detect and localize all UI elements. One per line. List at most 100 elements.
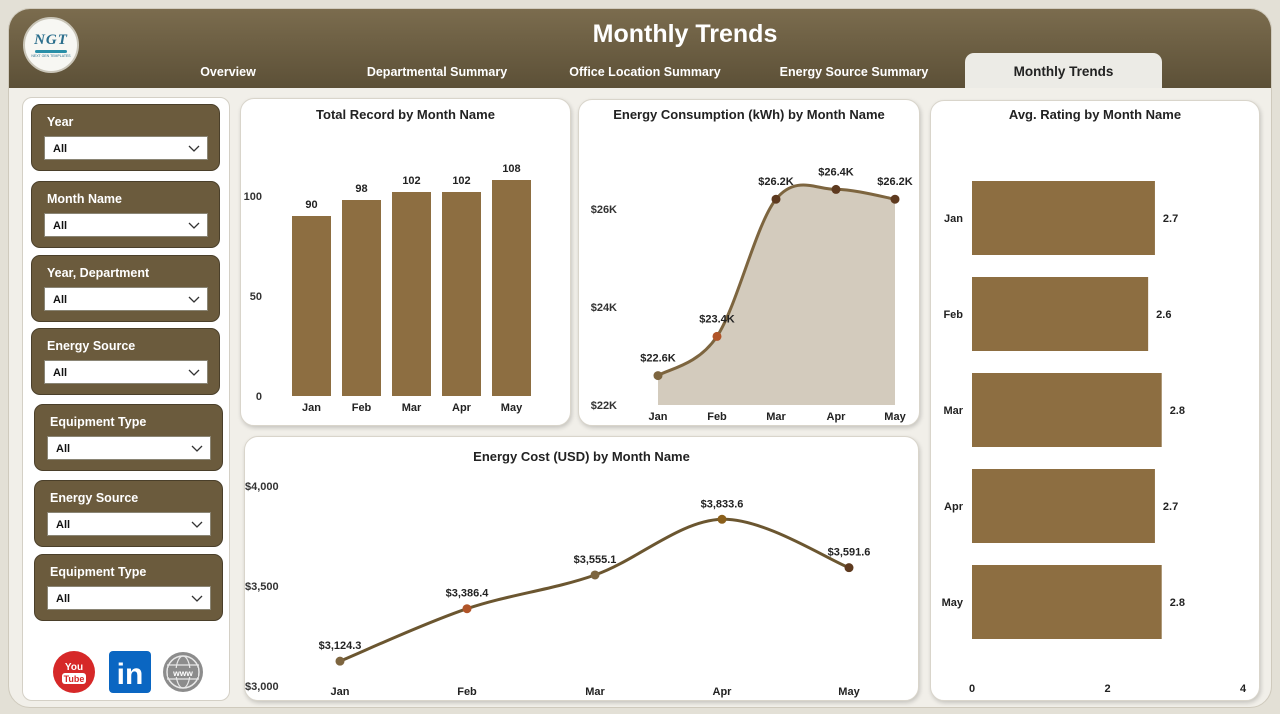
x-tick-label: Jan: [649, 411, 668, 423]
x-tick-label: 4: [1240, 683, 1247, 695]
x-tick-label: Apr: [713, 686, 733, 698]
page-title: Monthly Trends: [592, 20, 778, 48]
globe-icon[interactable]: www: [162, 651, 204, 693]
x-tick-label: Mar: [402, 402, 422, 414]
energy-cost-card: Energy Cost (USD) by Month Name $3,000 $3…: [244, 436, 919, 701]
tab-departmental-summary[interactable]: Departmental Summary: [366, 65, 508, 79]
x-tick-label: Feb: [352, 402, 372, 414]
data-label: $3,555.1: [574, 554, 617, 566]
filter-year-department: Year, Department All: [31, 255, 220, 322]
data-label: 98: [355, 183, 367, 195]
dashboard-frame: NGT NEXT GEN TEMPLATES Monthly Trends Ov…: [8, 8, 1272, 708]
chevron-down-icon: [191, 595, 203, 602]
globe-text: www: [172, 668, 193, 678]
chevron-down-icon: [191, 521, 203, 528]
dropdown-value: All: [56, 443, 71, 455]
chart-title: Avg. Rating by Month Name: [1008, 107, 1182, 122]
data-label: 2.6: [1156, 309, 1171, 321]
data-point: [462, 604, 472, 614]
y-tick-label: Apr: [944, 501, 964, 513]
data-label: $3,386.4: [446, 588, 490, 600]
consumption-line: [657, 183, 896, 377]
equipment-type-dropdown[interactable]: All: [47, 436, 211, 460]
chart-title: Energy Consumption (kWh) by Month Name: [613, 107, 885, 122]
bar-jan: [972, 181, 1155, 255]
bar-jan: [292, 216, 331, 396]
tab-overview[interactable]: Overview: [200, 65, 256, 79]
linkedin-icon[interactable]: in: [109, 651, 151, 693]
data-label: $3,833.6: [701, 498, 744, 510]
energy-cost-chart: $3,000 $3,500 $4,000 $3,124.3 Jan $3,386.4 Feb…: [245, 481, 871, 698]
dropdown-value: All: [53, 367, 68, 379]
data-label: $26.4K: [818, 166, 854, 178]
cost-line: [339, 517, 850, 663]
filter-year: Year All: [31, 104, 220, 171]
filter-energy-source-2: Energy Source All: [34, 480, 223, 547]
energy-consumption-chart: $22K $24K $26K $22.6K Jan $23.4K Feb $26.2K Mar $…: [591, 166, 913, 423]
x-tick-label: Jan: [302, 402, 321, 414]
data-label: $3,124.3: [319, 640, 362, 652]
energy-source-dropdown[interactable]: All: [44, 360, 208, 384]
data-label: $26.2K: [877, 176, 913, 188]
linkedin-text: in: [117, 658, 144, 691]
filter-label: Energy Source: [47, 339, 136, 353]
y-tick-label: Jan: [944, 213, 963, 225]
dropdown-value: All: [53, 294, 68, 306]
tab-energy-source-summary[interactable]: Energy Source Summary: [779, 65, 929, 79]
avg-rating-card: Avg. Rating by Month Name 0 2 4 2.7 Jan 2.6 Fe…: [930, 100, 1260, 701]
y-tick-label: Feb: [943, 309, 963, 321]
bar-mar: [392, 192, 431, 396]
bar-may: [492, 180, 531, 396]
data-point: [653, 371, 663, 381]
data-label: $26.2K: [758, 176, 794, 188]
total-record-card: Total Record by Month Name 0 50 100 90 Jan 98…: [240, 98, 571, 426]
dropdown-value: All: [53, 143, 68, 155]
consumption-area: [658, 185, 895, 405]
chevron-down-icon: [188, 145, 200, 152]
x-tick-label: Apr: [827, 411, 847, 423]
y-tick-label: 0: [256, 391, 262, 403]
year-dropdown[interactable]: All: [44, 136, 208, 160]
filter-label: Year: [47, 115, 74, 129]
x-tick-label: Feb: [707, 411, 727, 423]
bar-feb: [972, 277, 1149, 351]
energy-source-dropdown-2[interactable]: All: [47, 512, 211, 536]
data-point: [712, 331, 722, 341]
chevron-down-icon: [188, 296, 200, 303]
data-label: 90: [305, 199, 317, 211]
data-label: $23.4K: [699, 313, 735, 325]
month-name-dropdown[interactable]: All: [44, 213, 208, 237]
y-tick-label: $24K: [591, 302, 617, 314]
data-label: $3,591.6: [828, 547, 871, 559]
chart-title: Total Record by Month Name: [316, 107, 495, 122]
bar-may: [972, 565, 1162, 639]
filter-sidebar: Year All Month Name All Year, Department…: [22, 97, 230, 701]
y-tick-label: $26K: [591, 204, 617, 216]
chevron-down-icon: [191, 445, 203, 452]
filter-label: Month Name: [47, 192, 122, 206]
tab-office-location-summary[interactable]: Office Location Summary: [569, 65, 721, 79]
chevron-down-icon: [188, 369, 200, 376]
youtube-text-top: You: [65, 662, 83, 673]
filter-month-name: Month Name All: [31, 181, 220, 248]
logo-swoosh-icon: [35, 50, 67, 53]
data-label: 102: [452, 175, 470, 187]
equipment-type-dropdown-2[interactable]: All: [47, 586, 211, 610]
bar-feb: [342, 200, 381, 396]
tab-monthly-trends[interactable]: Monthly Trends: [965, 53, 1162, 88]
data-label: 108: [502, 163, 520, 175]
chart-title: Energy Cost (USD) by Month Name: [473, 449, 690, 464]
youtube-icon[interactable]: You Tube: [53, 651, 95, 693]
filter-equipment-type-2: Equipment Type All: [34, 554, 223, 621]
y-tick-label: $4,000: [245, 481, 279, 493]
x-tick-label: May: [884, 411, 906, 423]
y-tick-label: Mar: [943, 405, 963, 417]
youtube-text-bottom: Tube: [64, 674, 85, 684]
year-department-dropdown[interactable]: All: [44, 287, 208, 311]
dropdown-value: All: [53, 220, 68, 232]
data-point: [831, 184, 841, 194]
bar-apr: [442, 192, 481, 396]
dropdown-value: All: [56, 519, 71, 531]
y-tick-label: $3,500: [245, 581, 279, 593]
bar-mar: [972, 373, 1162, 447]
